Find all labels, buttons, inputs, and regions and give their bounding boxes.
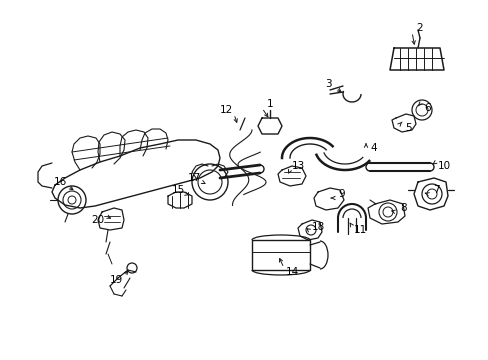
Text: 1: 1: [266, 99, 273, 109]
Text: 5: 5: [404, 123, 410, 133]
Text: 9: 9: [338, 189, 345, 199]
Text: 17: 17: [187, 173, 200, 183]
Text: 3: 3: [324, 79, 331, 89]
Text: 15: 15: [171, 185, 184, 195]
Text: 14: 14: [285, 267, 298, 277]
Text: 16: 16: [53, 177, 66, 187]
Text: 10: 10: [437, 161, 449, 171]
Text: 20: 20: [91, 215, 104, 225]
Text: 7: 7: [432, 185, 438, 195]
Text: 19: 19: [109, 275, 122, 285]
Text: 4: 4: [370, 143, 377, 153]
Text: 13: 13: [291, 161, 304, 171]
Text: 11: 11: [353, 225, 366, 235]
Text: 2: 2: [416, 23, 423, 33]
Text: 12: 12: [219, 105, 232, 115]
Text: 18: 18: [311, 222, 324, 232]
Text: 6: 6: [424, 103, 430, 113]
Text: 8: 8: [400, 203, 407, 213]
